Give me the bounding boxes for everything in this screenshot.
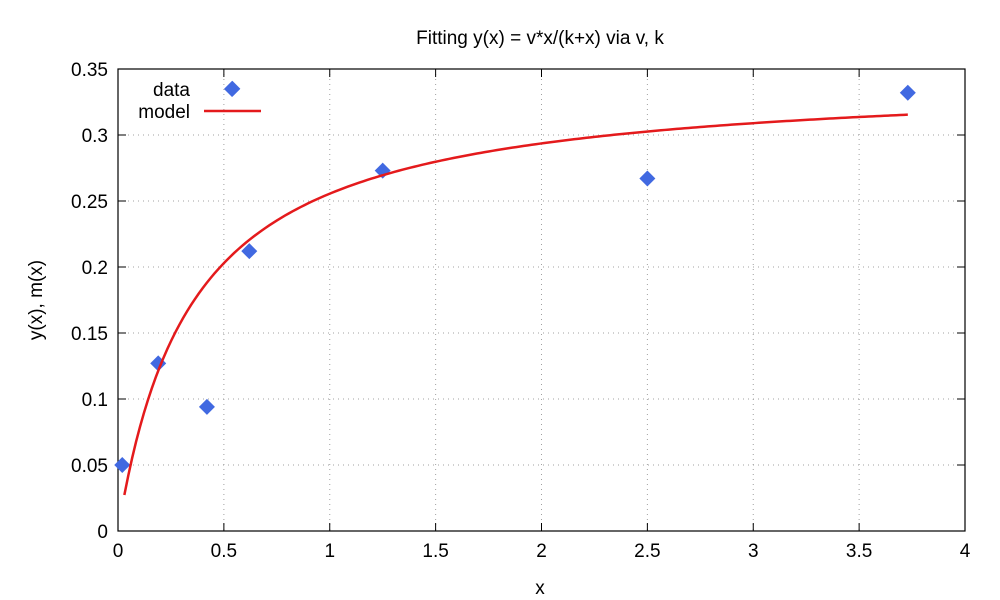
model-line bbox=[123, 113, 908, 496]
x-tick-label: 1 bbox=[324, 541, 335, 562]
y-tick-label: 0.3 bbox=[82, 126, 108, 147]
y-axis-title: y(x), m(x) bbox=[26, 260, 47, 340]
y-tick-label: 0.05 bbox=[71, 456, 108, 477]
data-point bbox=[241, 243, 258, 260]
y-tick-label: 0.1 bbox=[82, 390, 108, 411]
x-axis-title: x bbox=[535, 578, 545, 599]
x-tick-label: 3.5 bbox=[846, 541, 872, 562]
x-tick-label: 0.5 bbox=[211, 541, 237, 562]
y-tick-label: 0.15 bbox=[71, 324, 108, 345]
data-point bbox=[899, 84, 916, 101]
legend-label-data: data bbox=[153, 80, 190, 101]
y-tick-label: 0.35 bbox=[71, 60, 108, 81]
x-tick-label: 4 bbox=[960, 541, 971, 562]
y-tick-label: 0 bbox=[97, 522, 108, 543]
x-tick-label: 2.5 bbox=[634, 541, 660, 562]
series bbox=[114, 80, 916, 496]
data-point bbox=[198, 398, 215, 415]
axes bbox=[117, 68, 966, 532]
x-tick-label: 2 bbox=[536, 541, 547, 562]
legend-marker-data bbox=[224, 81, 240, 97]
x-tick-label: 3 bbox=[748, 541, 759, 562]
data-point bbox=[114, 457, 131, 473]
legend-label-model: model bbox=[138, 102, 190, 123]
x-tick-label: 1.5 bbox=[422, 541, 448, 562]
chart-title: Fitting y(x) = v*x/(k+x) via v, k bbox=[416, 28, 664, 49]
y-tick-label: 0.25 bbox=[71, 192, 108, 213]
tick-labels: 0 0.5 1 1.5 2 2.5 3 3.5 4 0 0.05 0.1 0.15 0.2 0.25 0.3 0… bbox=[71, 60, 971, 562]
grid bbox=[118, 69, 965, 531]
x-tick-label: 0 bbox=[113, 541, 124, 562]
y-tick-label: 0.2 bbox=[82, 258, 108, 279]
data-point bbox=[639, 170, 656, 187]
